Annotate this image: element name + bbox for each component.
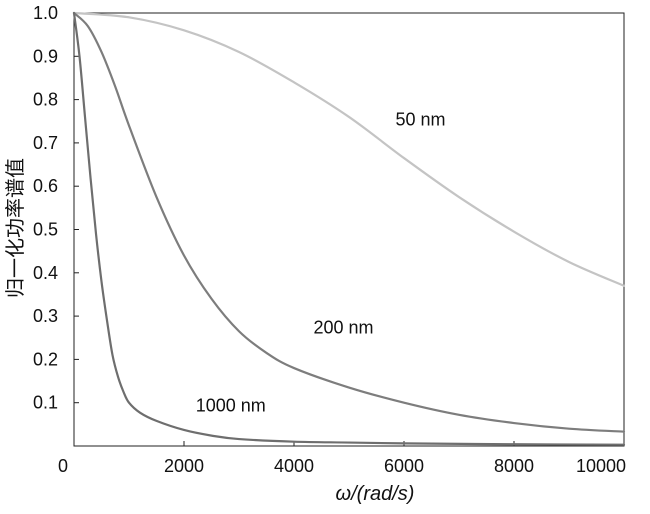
series-annotation-50-nm: 50 nm — [395, 110, 445, 130]
y-tick-label: 0.6 — [33, 176, 58, 196]
series-annotation-1000-nm: 1000 nm — [196, 395, 266, 415]
y-tick-label: 0.1 — [33, 393, 58, 413]
y-tick-label: 0.2 — [33, 349, 58, 369]
x-tick-label: 2000 — [164, 456, 204, 476]
x-tick-label: 4000 — [274, 456, 314, 476]
x-tick-label: 6000 — [384, 456, 424, 476]
series-line-1000-nm — [72, 11, 626, 446]
y-tick-label: 0.3 — [33, 306, 58, 326]
y-tick-label: 0.7 — [33, 133, 58, 153]
series-line-50-nm — [72, 11, 626, 287]
y-tick-label: 0.9 — [33, 46, 58, 66]
series-annotation-200-nm: 200 nm — [313, 317, 373, 337]
plot-frame — [73, 12, 625, 447]
series-lines — [72, 11, 626, 446]
y-tick-label: 1.0 — [33, 3, 58, 23]
series-annotations: 50 nm 200 nm 1000 nm — [196, 110, 446, 416]
y-axis-label: 归一化功率谱值 — [4, 158, 27, 298]
x-tick-label: 10000 — [576, 456, 626, 476]
x-tick-label: 8000 — [494, 456, 534, 476]
y-tick-label: 0.5 — [33, 220, 58, 240]
y-tick-label: 0.4 — [33, 263, 58, 283]
x-tick-label: 0 — [58, 456, 68, 476]
axes: 0 2000 4000 6000 8000 10000 0.1 0.2 0.3 0.4 0.5 0.6… — [33, 3, 626, 476]
y-tick-label: 0.8 — [33, 90, 58, 110]
series-line-200-nm — [72, 11, 626, 433]
x-axis-label: ω/(rad/s) — [336, 483, 415, 505]
